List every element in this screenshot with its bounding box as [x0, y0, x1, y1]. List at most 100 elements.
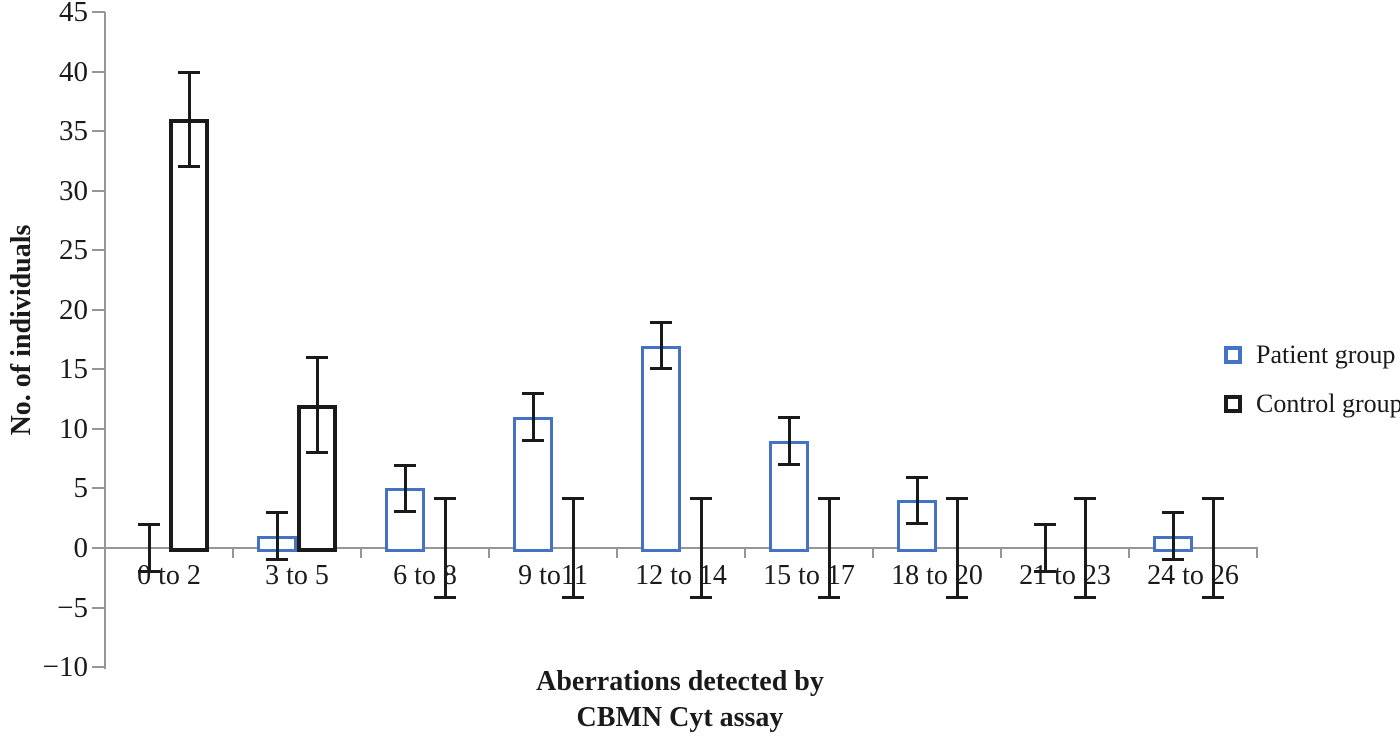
x-tick [1000, 548, 1002, 558]
errorbar-control-group-0-to-2-cap-top [178, 70, 200, 74]
y-tick-label: 25 [59, 234, 88, 267]
x-category-label-15-to-17: 15 to 17 [763, 560, 855, 591]
y-tick-label: 20 [59, 293, 88, 326]
patient-group-swatch-icon [1224, 346, 1242, 364]
errorbar-control-group-18-to-20 [956, 497, 959, 598]
errorbar-patient-group-18-to-20-cap-bottom [906, 522, 928, 526]
errorbar-control-group-3-to-5 [316, 357, 319, 453]
x-tick [872, 548, 874, 558]
y-tick [92, 11, 105, 14]
errorbar-patient-group-21-to-23 [1044, 524, 1047, 572]
y-tick-label: 45 [59, 0, 88, 29]
x-tick [360, 548, 362, 558]
errorbar-patient-group-6-to-8-cap-top [394, 463, 416, 467]
y-tick-label: 15 [59, 353, 88, 386]
errorbar-patient-group-15-to-17-cap-bottom [778, 462, 800, 466]
x-tick [744, 548, 746, 558]
errorbar-control-group-3-to-5-cap-top [306, 356, 328, 360]
errorbar-control-group-0-to-2-cap-bottom [178, 164, 200, 168]
errorbar-patient-group-24-to-26 [1172, 512, 1175, 560]
errorbar-patient-group-15-to-17-cap-top [778, 415, 800, 419]
errorbar-control-group-24-to-26 [1212, 497, 1215, 598]
y-axis-line [104, 12, 106, 669]
y-tick [92, 189, 105, 192]
errorbar-control-group-21-to-23-cap-bottom [1074, 596, 1096, 600]
x-tick [488, 548, 490, 558]
y-tick [92, 130, 105, 133]
errorbar-control-group-6-to-8-cap-top [434, 496, 456, 500]
y-tick-label: −10 [42, 651, 88, 684]
x-category-label-6-to-8: 6 to 8 [393, 560, 457, 591]
errorbar-control-group-3-to-5-cap-bottom [306, 450, 328, 454]
y-tick-label: 40 [59, 55, 88, 88]
x-tick [232, 548, 234, 558]
errorbar-patient-group-18-to-20-cap-top [906, 475, 928, 479]
x-category-label-9-to11: 9 to11 [518, 560, 588, 591]
errorbar-patient-group-24-to-26-cap-top [1162, 511, 1184, 515]
errorbar-patient-group-12-to-14-cap-bottom [650, 367, 672, 371]
x-tick [616, 548, 618, 558]
y-tick [92, 666, 105, 669]
errorbar-patient-group-18-to-20 [916, 476, 919, 525]
errorbar-control-group-15-to-17-cap-top [818, 496, 840, 500]
errorbar-control-group-0-to-2 [188, 71, 191, 167]
x-axis-title: Aberrations detected by CBMN Cyt assay [536, 666, 824, 733]
y-tick [92, 249, 105, 252]
y-tick [92, 308, 105, 311]
bar-patient-group-12-to-14 [641, 345, 681, 552]
bar-control-group-0-to-2 [169, 119, 209, 552]
x-category-label-24-to-26: 24 to 26 [1147, 560, 1239, 591]
errorbar-patient-group-6-to-8-cap-bottom [394, 510, 416, 514]
errorbar-patient-group-21-to-23-cap-bottom [1034, 569, 1056, 573]
x-category-label-0-to-2: 0 to 2 [137, 560, 201, 591]
y-tick-label: 5 [73, 472, 89, 505]
y-tick [92, 427, 105, 430]
x-axis-line [104, 547, 1258, 549]
errorbar-patient-group-12-to-14 [660, 321, 663, 370]
errorbar-patient-group-0-to-2-cap-top [138, 523, 160, 527]
legend-label-control-group: Control group [1256, 389, 1400, 418]
errorbar-control-group-24-to-26-cap-top [1202, 496, 1224, 500]
errorbar-control-group-9-to11-cap-top [562, 496, 584, 500]
y-tick [92, 70, 105, 73]
y-tick [92, 606, 105, 609]
errorbar-patient-group-9-to11-cap-top [522, 392, 544, 396]
errorbar-control-group-9-to11-cap-bottom [562, 596, 584, 600]
errorbar-control-group-24-to-26-cap-bottom [1202, 596, 1224, 600]
x-category-label-12-to-14: 12 to 14 [635, 560, 727, 591]
x-category-label-3-to-5: 3 to 5 [265, 560, 329, 591]
x-category-label-21-to-23: 21 to 23 [1019, 560, 1111, 591]
errorbar-control-group-9-to11 [572, 497, 575, 598]
errorbar-patient-group-6-to-8 [404, 464, 407, 513]
errorbar-control-group-12-to-14-cap-bottom [690, 596, 712, 600]
errorbar-patient-group-9-to11 [532, 393, 535, 441]
y-tick [92, 487, 105, 490]
errorbar-patient-group-9-to11-cap-bottom [522, 438, 544, 442]
y-tick [92, 547, 105, 549]
errorbar-control-group-12-to-14-cap-top [690, 496, 712, 500]
errorbar-control-group-21-to-23 [1084, 497, 1087, 598]
errorbar-control-group-15-to-17-cap-bottom [818, 596, 840, 600]
errorbar-patient-group-21-to-23-cap-top [1034, 523, 1056, 527]
errorbar-patient-group-12-to-14-cap-top [650, 320, 672, 324]
y-axis-title: No. of individuals [6, 224, 37, 436]
y-tick-label: −5 [57, 591, 88, 624]
y-tick-label: 35 [59, 115, 88, 148]
errorbar-control-group-18-to-20-cap-bottom [946, 596, 968, 600]
y-tick-label: 30 [59, 174, 88, 207]
errorbar-patient-group-15-to-17 [788, 416, 791, 465]
x-tick [1128, 548, 1130, 558]
errorbar-patient-group-24-to-26-cap-bottom [1162, 557, 1184, 561]
control-group-swatch-icon [1224, 395, 1242, 413]
errorbar-control-group-18-to-20-cap-top [946, 496, 968, 500]
errorbar-control-group-6-to-8 [444, 497, 447, 598]
errorbar-control-group-12-to-14 [700, 497, 703, 598]
errorbar-patient-group-3-to-5-cap-bottom [266, 557, 288, 561]
errorbar-control-group-6-to-8-cap-bottom [434, 596, 456, 600]
x-category-label-18-to-20: 18 to 20 [891, 560, 983, 591]
y-tick-label: 10 [59, 412, 88, 445]
errorbar-control-group-15-to-17 [828, 497, 831, 598]
x-tick [104, 548, 106, 558]
errorbar-patient-group-3-to-5-cap-top [266, 511, 288, 515]
